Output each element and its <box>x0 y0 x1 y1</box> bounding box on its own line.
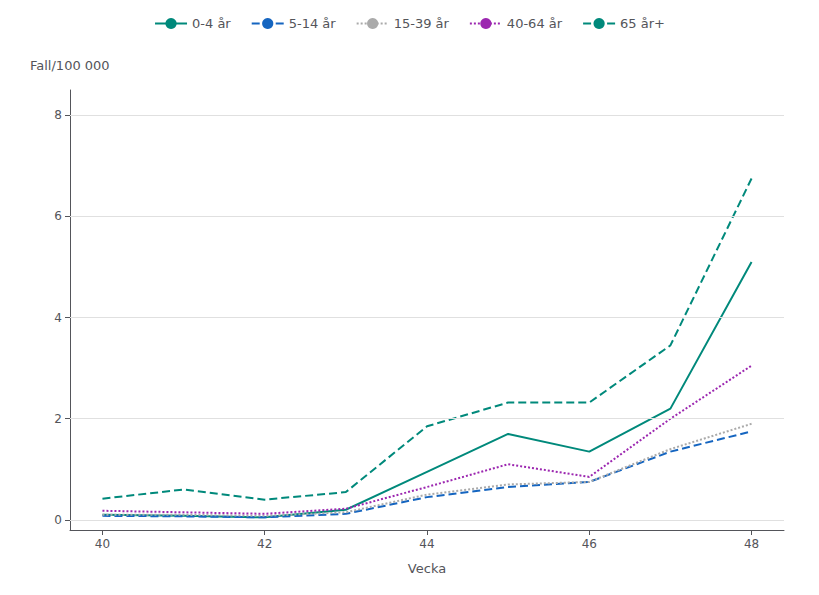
svg-text:65 år+: 65 år+ <box>620 16 665 31</box>
svg-text:46: 46 <box>582 537 597 551</box>
svg-text:44: 44 <box>419 537 434 551</box>
svg-text:4: 4 <box>54 311 62 325</box>
svg-text:8: 8 <box>54 108 62 122</box>
svg-text:48: 48 <box>744 537 759 551</box>
svg-text:Vecka: Vecka <box>408 561 446 576</box>
svg-text:40-64 år: 40-64 år <box>507 16 563 31</box>
svg-text:5-14 år: 5-14 år <box>289 16 337 31</box>
svg-text:6: 6 <box>54 209 62 223</box>
svg-text:0: 0 <box>54 513 62 527</box>
svg-text:15-39 år: 15-39 år <box>394 16 450 31</box>
svg-text:Fall/100 000: Fall/100 000 <box>30 58 110 73</box>
svg-text:40: 40 <box>95 537 110 551</box>
svg-text:42: 42 <box>257 537 272 551</box>
svg-text:2: 2 <box>54 412 62 426</box>
svg-text:0-4 år: 0-4 år <box>192 16 231 31</box>
